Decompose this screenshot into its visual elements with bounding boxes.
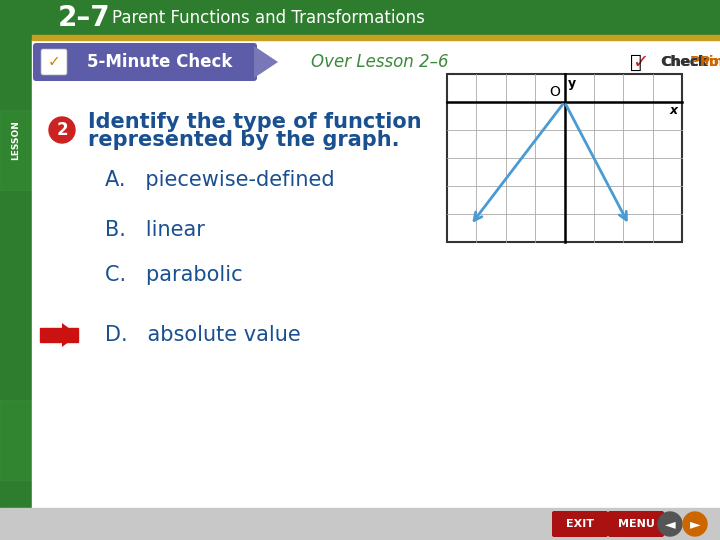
FancyBboxPatch shape [41,49,67,75]
Text: x: x [670,104,678,117]
Bar [32,40,720,508]
Text: Over Lesson 2–6: Over Lesson 2–6 [311,53,449,71]
Text: LESSON: LESSON [12,120,20,160]
FancyBboxPatch shape [608,511,664,537]
Text: 2–7: 2–7 [58,4,111,32]
Bar [0,0,720,35]
Text: Parent Functions and Transformations: Parent Functions and Transformations [112,9,425,27]
Text: Point: Point [700,55,720,69]
FancyBboxPatch shape [552,511,608,537]
Text: EXIT: EXIT [566,519,594,529]
Text: 5-Minute Check: 5-Minute Check [87,53,233,71]
Text: ✓: ✓ [48,55,60,70]
Text: C.   parabolic: C. parabolic [105,265,243,285]
Polygon shape [62,323,78,347]
Polygon shape [254,46,278,78]
Circle shape [683,512,707,536]
Text: Point: Point [690,55,720,69]
Bar [0,0,32,540]
Text: ✓: ✓ [632,52,648,71]
Text: Check: Check [660,55,707,69]
Text: B.   linear: B. linear [105,220,205,240]
Text: MENU: MENU [618,519,654,529]
Circle shape [658,512,682,536]
Bar [447,74,682,242]
FancyBboxPatch shape [33,43,257,81]
Text: ►: ► [690,517,701,531]
Text: O: O [549,85,560,99]
Bar [40,328,78,342]
Text: 2: 2 [56,121,68,139]
Text: A.   piecewise-defined: A. piecewise-defined [105,170,335,190]
Text: represented by the graph.: represented by the graph. [88,130,400,150]
Text: Check: Check [662,55,708,69]
Bar [0,400,32,480]
Text: D.   absolute value: D. absolute value [105,325,301,345]
Bar [0,110,32,190]
Text: 🏁: 🏁 [630,52,642,71]
Bar [32,35,720,40]
Bar [618,50,653,75]
Bar [0,508,720,540]
Text: ◄: ◄ [665,517,675,531]
Circle shape [49,117,75,143]
Text: y: y [567,77,575,90]
Text: Identify the type of function: Identify the type of function [88,112,422,132]
